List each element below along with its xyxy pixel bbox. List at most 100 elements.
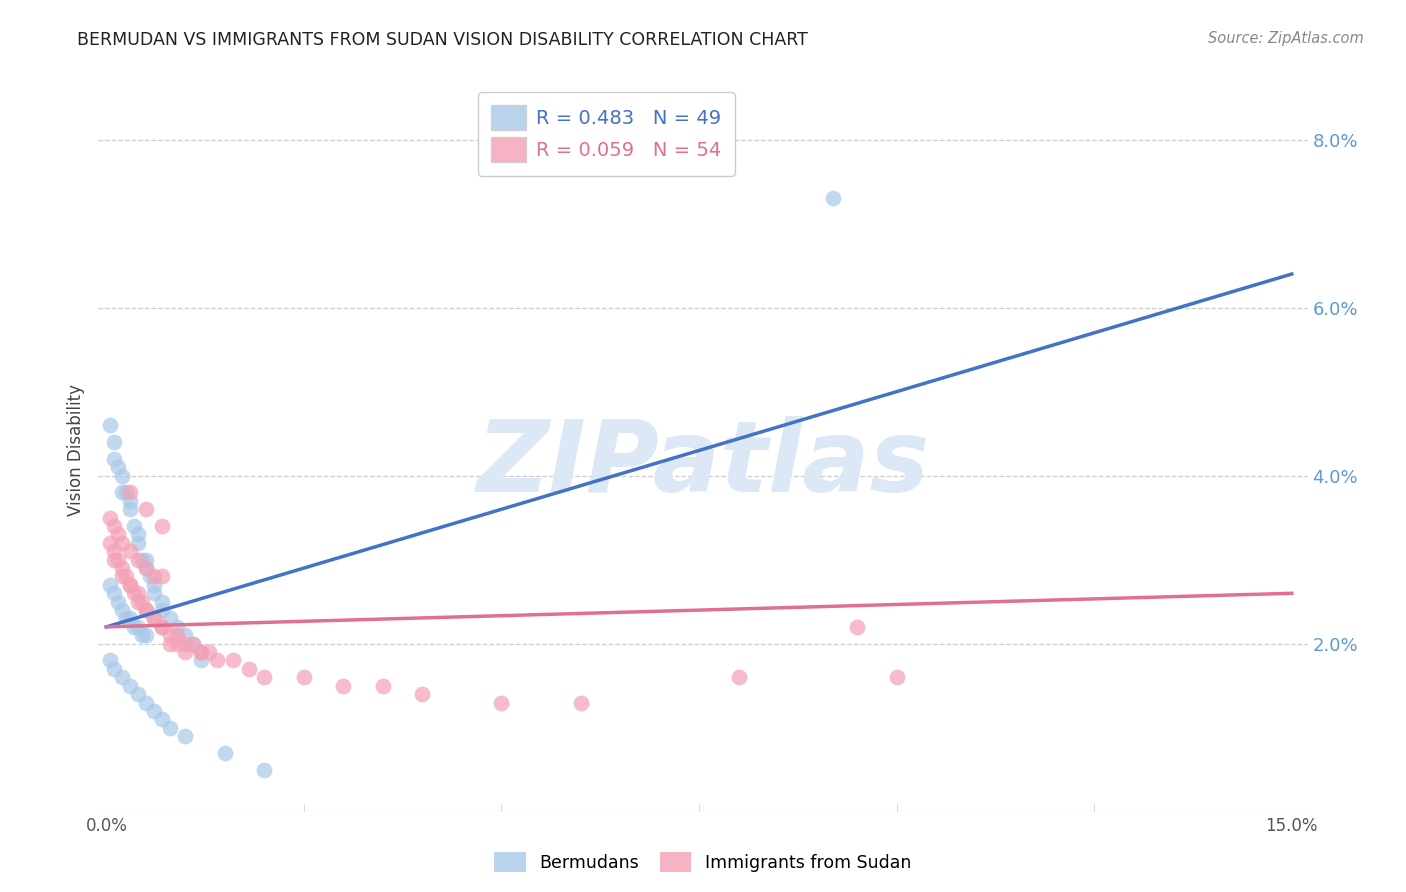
Point — [111, 569, 134, 583]
Point — [118, 578, 141, 592]
Point — [411, 687, 433, 701]
Point — [118, 494, 141, 508]
Point — [190, 645, 212, 659]
Point — [118, 679, 141, 693]
Point — [103, 435, 125, 450]
Point — [127, 687, 149, 701]
Point — [103, 586, 125, 600]
Text: Source: ZipAtlas.com: Source: ZipAtlas.com — [1208, 31, 1364, 46]
Point — [139, 569, 162, 583]
Point — [181, 637, 204, 651]
Point — [115, 485, 138, 500]
Point — [103, 662, 125, 676]
Point — [103, 451, 125, 466]
Legend: Bermudans, Immigrants from Sudan: Bermudans, Immigrants from Sudan — [488, 845, 918, 879]
Point — [174, 637, 197, 651]
Point — [190, 653, 212, 667]
Point — [127, 595, 149, 609]
Point — [150, 712, 173, 726]
Point — [98, 653, 121, 667]
Point — [150, 569, 173, 583]
Point — [150, 620, 173, 634]
Y-axis label: Vision Disability: Vision Disability — [67, 384, 86, 516]
Point — [159, 721, 181, 735]
Point — [823, 191, 845, 205]
Point — [253, 670, 276, 684]
Point — [103, 544, 125, 558]
Point — [135, 603, 157, 617]
Point — [115, 569, 138, 583]
Point — [174, 645, 197, 659]
Point — [98, 510, 121, 524]
Point — [122, 519, 145, 533]
Point — [107, 460, 129, 475]
Point — [127, 620, 149, 634]
Point — [491, 696, 513, 710]
Point — [159, 611, 181, 625]
Point — [107, 527, 129, 541]
Point — [111, 561, 134, 575]
Point — [118, 502, 141, 516]
Point — [135, 561, 157, 575]
Point — [118, 544, 141, 558]
Point — [166, 628, 188, 642]
Point — [127, 552, 149, 566]
Point — [111, 468, 134, 483]
Point — [135, 696, 157, 710]
Point — [98, 536, 121, 550]
Point — [98, 578, 121, 592]
Point — [150, 519, 173, 533]
Point — [115, 611, 138, 625]
Point — [118, 611, 141, 625]
Point — [371, 679, 394, 693]
Point — [111, 536, 134, 550]
Point — [118, 578, 141, 592]
Point — [122, 586, 145, 600]
Point — [135, 561, 157, 575]
Point — [107, 552, 129, 566]
Point — [253, 763, 276, 777]
Legend: R = 0.483   N = 49, R = 0.059   N = 54: R = 0.483 N = 49, R = 0.059 N = 54 — [478, 92, 735, 176]
Point — [222, 653, 245, 667]
Point — [142, 586, 165, 600]
Point — [292, 670, 315, 684]
Point — [198, 645, 221, 659]
Point — [127, 536, 149, 550]
Point — [142, 611, 165, 625]
Point — [846, 620, 869, 634]
Point — [111, 485, 134, 500]
Point — [135, 502, 157, 516]
Point — [111, 670, 134, 684]
Point — [205, 653, 228, 667]
Point — [166, 637, 188, 651]
Point — [159, 637, 181, 651]
Point — [332, 679, 354, 693]
Point — [142, 611, 165, 625]
Point — [150, 620, 173, 634]
Point — [142, 578, 165, 592]
Point — [569, 696, 592, 710]
Point — [127, 527, 149, 541]
Point — [118, 485, 141, 500]
Point — [190, 645, 212, 659]
Point — [142, 569, 165, 583]
Point — [166, 620, 188, 634]
Point — [103, 519, 125, 533]
Point — [886, 670, 908, 684]
Point — [98, 418, 121, 433]
Point — [111, 603, 134, 617]
Point — [181, 637, 204, 651]
Point — [103, 552, 125, 566]
Text: BERMUDAN VS IMMIGRANTS FROM SUDAN VISION DISABILITY CORRELATION CHART: BERMUDAN VS IMMIGRANTS FROM SUDAN VISION… — [77, 31, 808, 49]
Point — [727, 670, 749, 684]
Point — [150, 603, 173, 617]
Point — [174, 729, 197, 743]
Point — [131, 628, 153, 642]
Point — [135, 603, 157, 617]
Point — [174, 628, 197, 642]
Point — [150, 595, 173, 609]
Point — [238, 662, 260, 676]
Point — [122, 620, 145, 634]
Point — [107, 595, 129, 609]
Point — [159, 628, 181, 642]
